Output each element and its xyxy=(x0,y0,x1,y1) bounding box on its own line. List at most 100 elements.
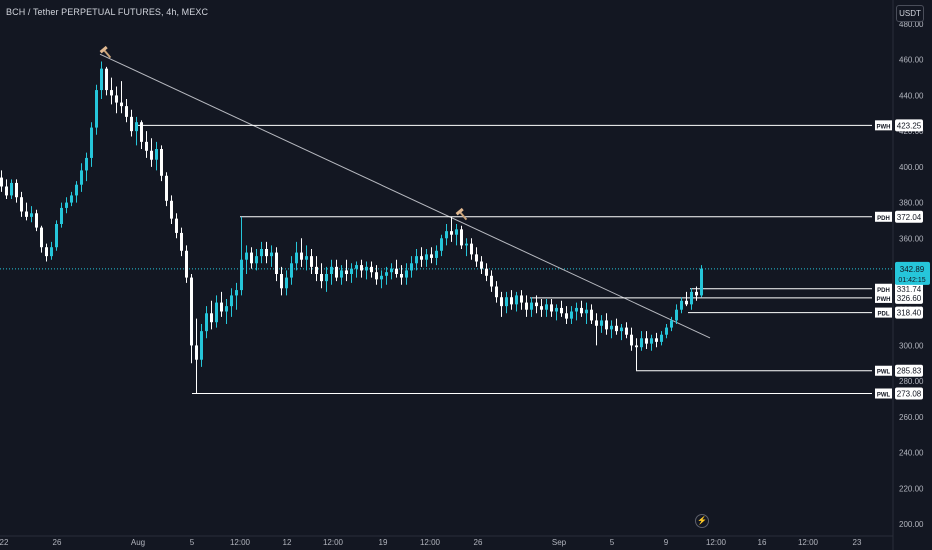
level-label-pdh[interactable]: PDH 331.74 xyxy=(875,282,923,295)
candle xyxy=(500,291,503,317)
level-label-pdh[interactable]: PDH 372.04 xyxy=(875,210,923,223)
candle xyxy=(635,338,638,371)
time-tick-label: 22 xyxy=(0,538,9,547)
candle xyxy=(450,216,453,242)
candle xyxy=(445,224,448,246)
candle-body xyxy=(430,254,433,258)
level-tag-text: PWL xyxy=(877,393,891,399)
last-price-countdown: 01:42:15 xyxy=(898,277,925,284)
time-axis[interactable]: 22 26 Aug 5 12:00 12 12:00 19 12:00 26 Sep 5 9 12:00 1… xyxy=(0,538,862,547)
time-tick-label: 12:00 xyxy=(323,538,344,547)
candle xyxy=(590,304,593,324)
candle-body xyxy=(290,263,293,278)
candle-body xyxy=(135,122,138,132)
candle xyxy=(605,313,608,335)
candle-body xyxy=(685,300,688,305)
candle-body xyxy=(35,213,38,228)
candle-body xyxy=(110,90,113,96)
last-price-value: 342.89 xyxy=(900,265,925,274)
candle-body xyxy=(235,290,238,296)
candle-body xyxy=(60,207,63,224)
candle xyxy=(345,259,348,282)
candle xyxy=(25,202,28,221)
candle xyxy=(355,261,358,278)
candle xyxy=(285,270,288,296)
level-tag-bg xyxy=(875,211,892,222)
candle xyxy=(470,238,473,260)
currency-button[interactable]: USDT xyxy=(896,5,924,22)
candle-body xyxy=(635,345,638,348)
candle xyxy=(340,265,343,285)
candle xyxy=(650,334,653,351)
candle xyxy=(15,179,18,203)
candle-body xyxy=(145,141,148,151)
candle-body xyxy=(355,265,358,269)
price-tick-label: 400.00 xyxy=(899,163,924,172)
level-label-pwh[interactable]: PWH 423.25 xyxy=(875,119,923,132)
candle-body xyxy=(695,291,698,296)
candle xyxy=(385,266,388,285)
level-label-pwh[interactable]: PWH 326.60 xyxy=(875,291,923,304)
candle xyxy=(475,247,478,267)
candle xyxy=(515,291,518,312)
candle xyxy=(180,227,183,257)
candle-body xyxy=(680,300,683,310)
level-price-text: 372.04 xyxy=(897,213,922,222)
candle-body xyxy=(425,254,428,260)
candle-body xyxy=(105,68,108,91)
candle-body xyxy=(45,247,48,257)
candle-body xyxy=(580,307,583,314)
candle-body xyxy=(380,275,383,280)
candle xyxy=(430,247,433,264)
trendline[interactable] xyxy=(99,53,711,339)
hammer-icon[interactable] xyxy=(99,45,114,60)
candle-body xyxy=(505,297,508,307)
candle xyxy=(665,324,668,339)
candle-body xyxy=(190,277,193,346)
lightning-icon[interactable]: ⚡ xyxy=(695,514,709,528)
candle-body xyxy=(130,116,133,132)
time-tick-label: 16 xyxy=(758,538,767,547)
candle-body xyxy=(385,272,388,276)
candle xyxy=(420,247,423,267)
candle-body xyxy=(5,186,8,196)
candle xyxy=(60,202,63,228)
level-tag-bg xyxy=(875,388,892,399)
candle-body xyxy=(600,320,603,326)
price-tick-label: 220.00 xyxy=(899,484,924,493)
candle-body xyxy=(455,229,458,235)
price-tick-label: 200.00 xyxy=(899,520,924,529)
candle xyxy=(350,263,353,283)
level-price-text: 423.25 xyxy=(897,121,922,130)
candle-body xyxy=(555,307,558,312)
candle-body xyxy=(300,252,303,260)
candle xyxy=(505,291,508,314)
candle xyxy=(70,191,73,207)
candle-body xyxy=(120,102,123,107)
level-label-pwl[interactable]: PWL 273.08 xyxy=(875,387,923,400)
candle-body xyxy=(155,149,158,160)
candle-body xyxy=(655,338,658,342)
level-label-pwl[interactable]: PWL 285.83 xyxy=(875,364,923,377)
symbol-title: BCH / Tether PERPETUAL FUTURES, 4h, MEXC xyxy=(6,7,209,17)
candle xyxy=(625,322,628,339)
candle-body xyxy=(640,338,643,348)
candle xyxy=(105,66,108,96)
price-tick-label: 280.00 xyxy=(899,377,924,386)
level-tag-bg xyxy=(875,283,892,294)
candle-body xyxy=(205,313,208,332)
candle-body xyxy=(265,249,268,257)
candle xyxy=(125,99,128,123)
candle xyxy=(85,152,88,182)
level-label-pdl[interactable]: PDL 318.40 xyxy=(875,306,923,319)
candle-body xyxy=(630,334,633,346)
hammer-icon[interactable] xyxy=(455,207,470,222)
price-tick-label: 300.00 xyxy=(899,341,924,350)
level-tag-bg xyxy=(875,365,892,376)
last-price-tag[interactable]: 342.89 01:42:15 xyxy=(895,261,930,285)
candle-body xyxy=(700,268,703,296)
candle-body xyxy=(620,327,623,332)
candle-body xyxy=(545,304,548,310)
